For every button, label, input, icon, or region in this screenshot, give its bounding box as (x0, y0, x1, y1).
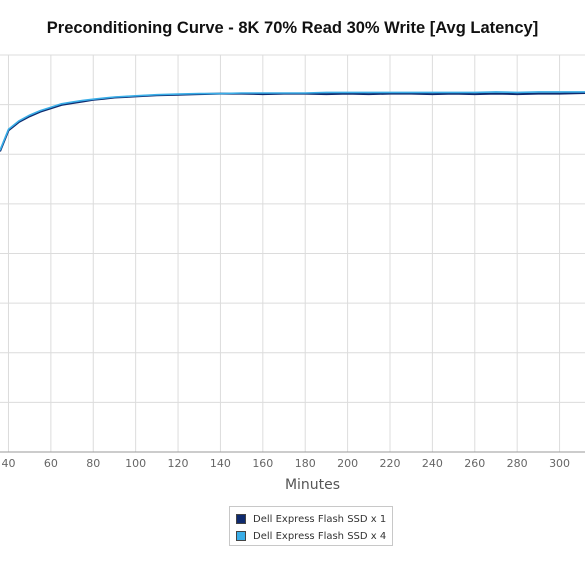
grid-lines (0, 54, 585, 453)
legend: Dell Express Flash SSD x 1 Dell Express … (229, 506, 393, 546)
x-tick-label: 220 (380, 457, 401, 470)
x-tick-label: 140 (210, 457, 231, 470)
x-tick-label: 260 (464, 457, 485, 470)
x-tick-labels: 40 60 80 100 120 140 160 180 200 220 240 260 280 300 (1, 457, 570, 470)
legend-item-series-1[interactable]: Dell Express Flash SSD x 1 (236, 511, 386, 527)
x-tick-label: 160 (252, 457, 273, 470)
legend-item-series-2[interactable]: Dell Express Flash SSD x 4 (236, 528, 386, 544)
x-tick-label: 120 (168, 457, 189, 470)
x-tick-label: 80 (86, 457, 100, 470)
series-line-2 (0, 91, 585, 151)
legend-label-series-2: Dell Express Flash SSD x 4 (253, 530, 387, 542)
x-axis-title: Minutes (284, 477, 341, 493)
x-tick-label: 180 (295, 457, 316, 470)
chart-title: Preconditioning Curve - 8K 70% Read 30% … (46, 19, 539, 37)
series-layer (0, 91, 585, 152)
legend-swatch-series-2 (236, 531, 246, 541)
x-tick-label: 40 (1, 457, 15, 470)
x-tick-label: 60 (44, 457, 58, 470)
legend-label-series-1: Dell Express Flash SSD x 1 (253, 513, 387, 525)
line-chart: 40 60 80 100 120 140 160 180 200 220 240 260 280 300 (0, 54, 585, 470)
legend-swatch-series-1 (236, 514, 246, 524)
x-tick-label: 280 (507, 457, 528, 470)
x-tick-label: 100 (125, 457, 146, 470)
series-line-1 (0, 92, 585, 152)
x-tick-label: 200 (337, 457, 358, 470)
x-tick-label: 240 (422, 457, 443, 470)
x-tick-label: 300 (549, 457, 570, 470)
